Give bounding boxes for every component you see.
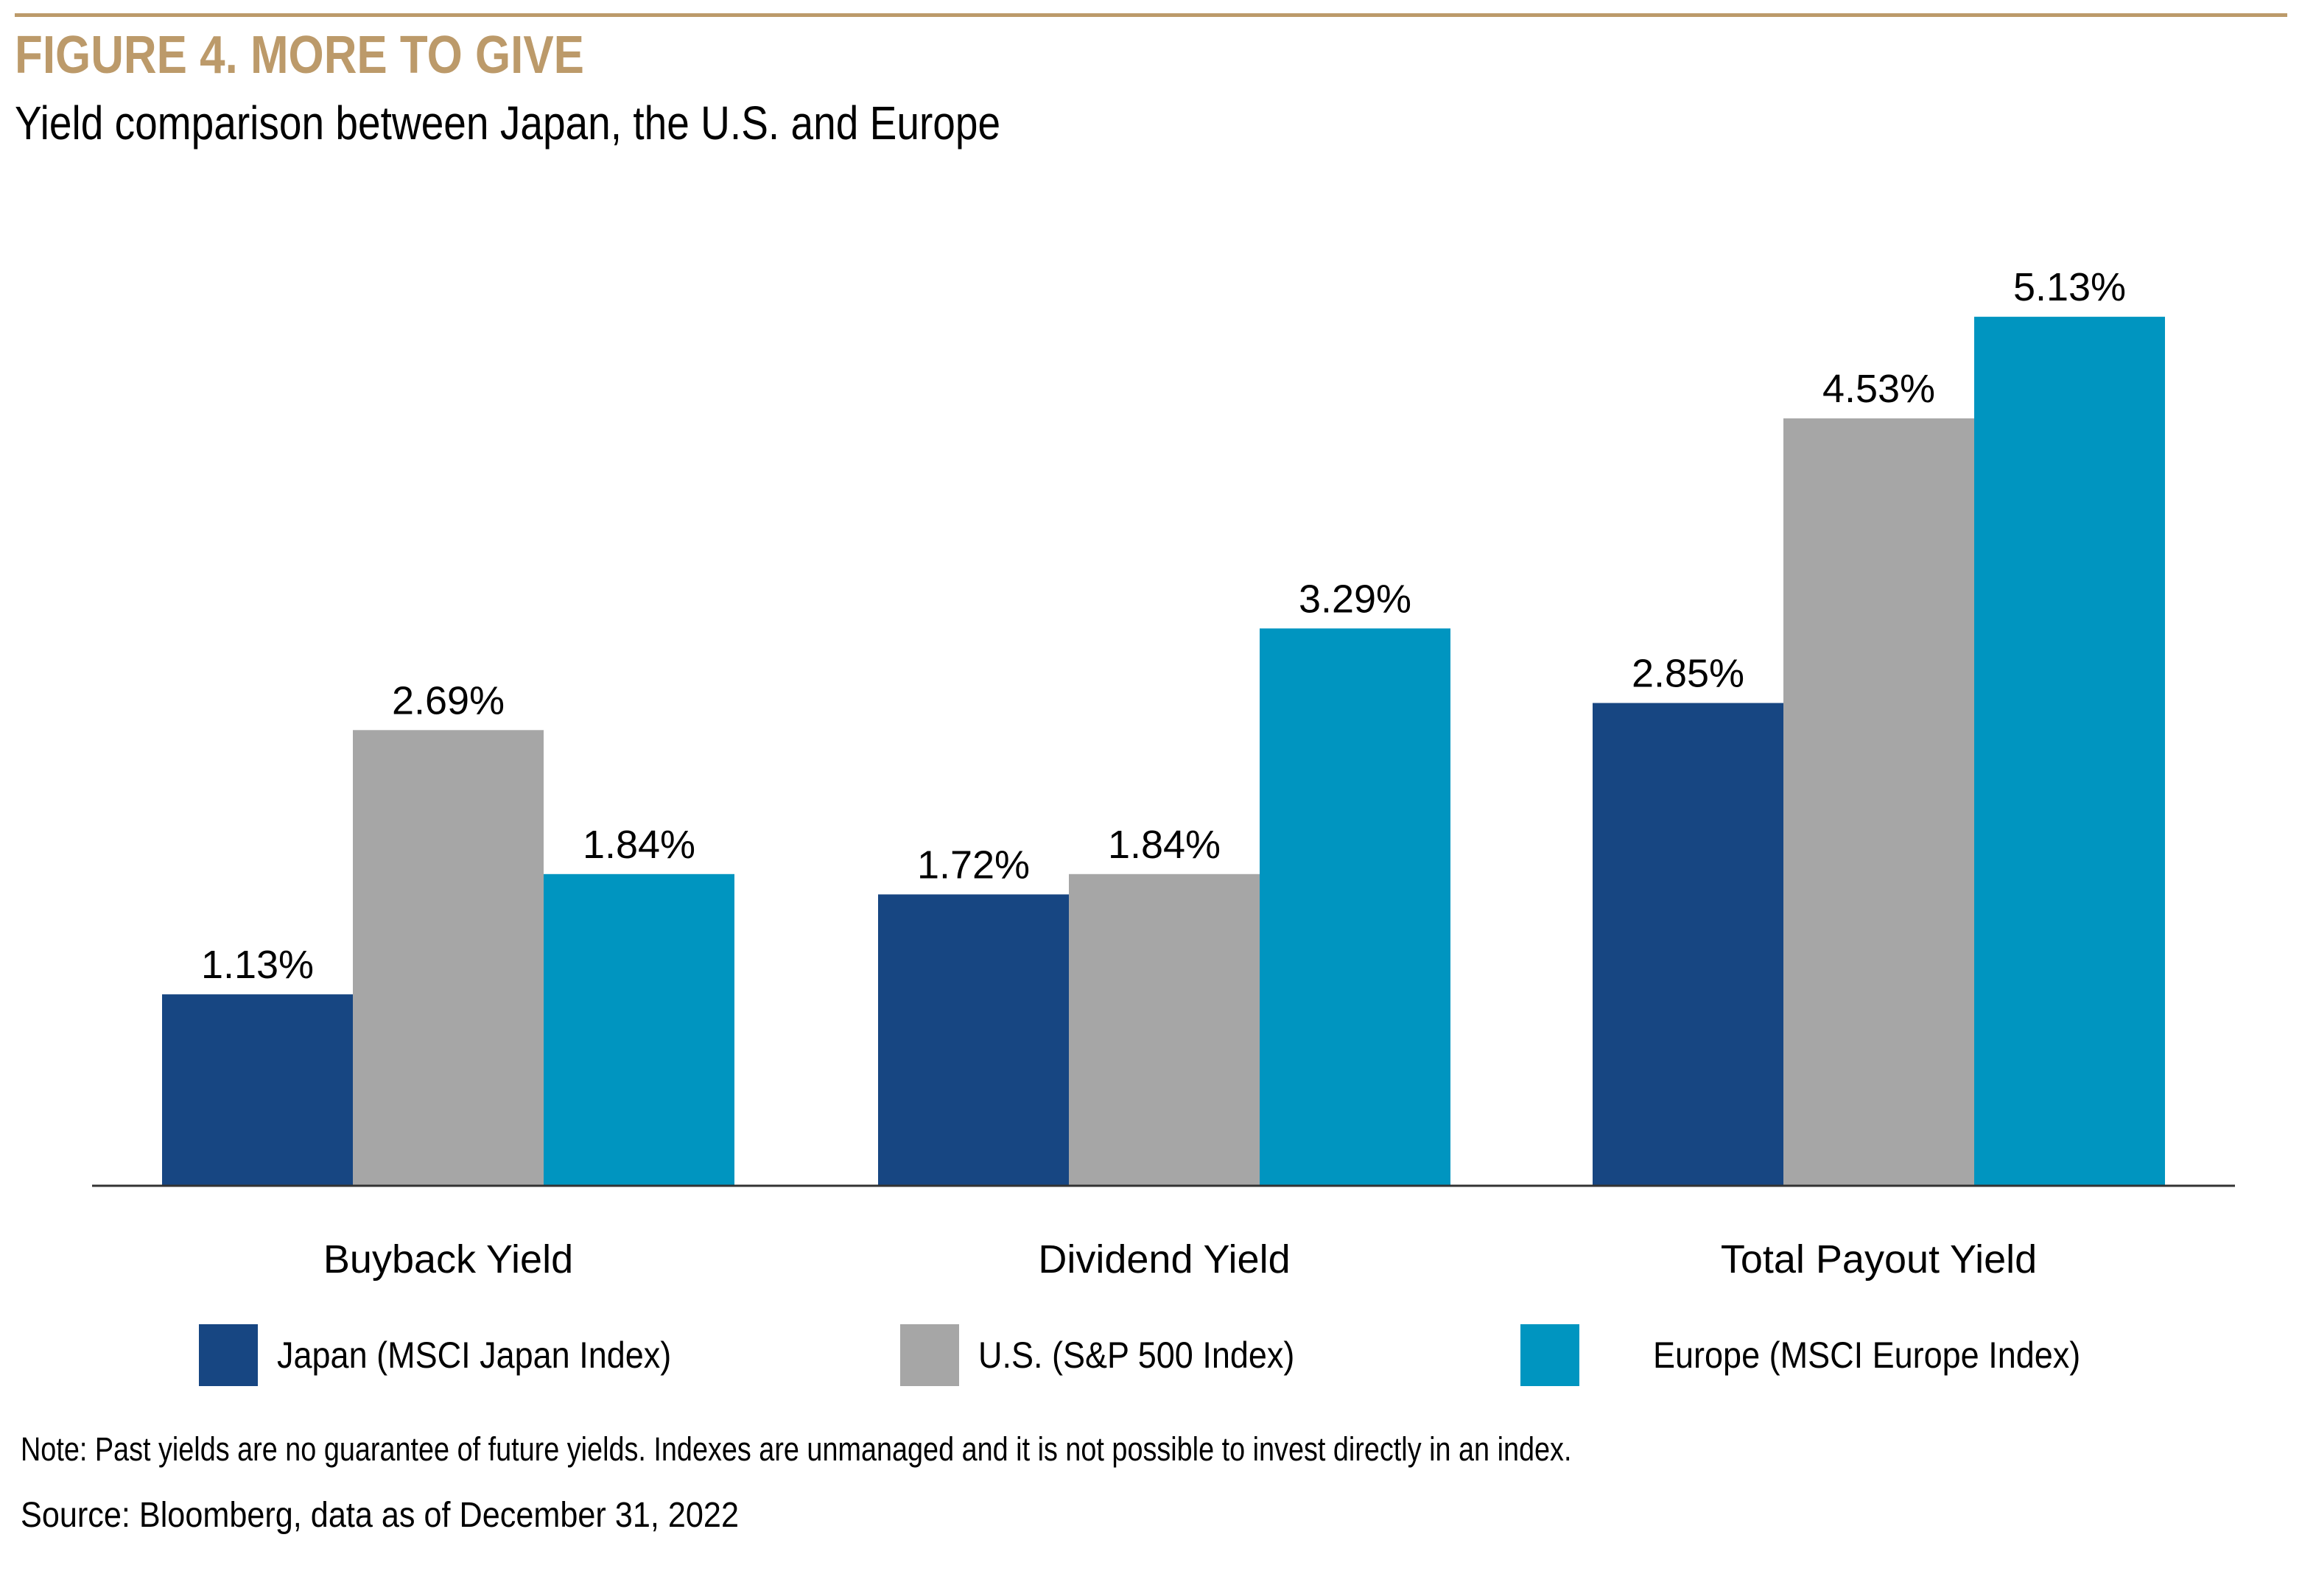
- category-labels-layer: Buyback Yield Dividend Yield Total Payout …: [323, 1237, 2037, 1282]
- bar-total-payout-yield-japan: [1593, 703, 1783, 1186]
- bar-buyback-yield-u-s: [353, 730, 544, 1186]
- figure-title: FIGURE 4. MORE TO GIVE: [15, 26, 584, 85]
- footnote: Note: Past yields are no guarantee of fu…: [21, 1430, 1572, 1468]
- value-label-dividend-yield-europe: 3.29%: [1299, 577, 1411, 621]
- bar-dividend-yield-europe: [1260, 628, 1450, 1186]
- legend-swatch-japan: [199, 1324, 258, 1386]
- value-label-total-payout-yield-u-s: 4.53%: [1822, 367, 1935, 411]
- legend: Japan (MSCI Japan Index) U.S. (S&P 500 I…: [0, 1324, 2302, 1391]
- value-labels-layer: 1.13% 2.69% 1.84% 1.72% 1.84% 3.29% 2.85% 4.53%…: [201, 265, 2126, 987]
- legend-item-europe: Europe (MSCI Europe Index): [1520, 1324, 2128, 1386]
- legend-label-us: U.S. (S&P 500 Index): [978, 1335, 1295, 1376]
- value-label-buyback-yield-europe: 1.84%: [583, 823, 695, 867]
- value-label-buyback-yield-japan: 1.13%: [201, 943, 314, 987]
- source-line: Source: Bloomberg, data as of December 3…: [21, 1496, 739, 1535]
- value-label-total-payout-yield-europe: 5.13%: [2013, 265, 2126, 309]
- bar-buyback-yield-japan: [162, 994, 353, 1186]
- bar-total-payout-yield-europe: [1974, 317, 2165, 1187]
- category-label-total-payout-yield: Total Payout Yield: [1721, 1237, 2037, 1282]
- figure-subtitle: Yield comparison between Japan, the U.S.…: [15, 96, 1001, 150]
- legend-swatch-us: [900, 1324, 959, 1386]
- legend-swatch-europe: [1520, 1324, 1579, 1386]
- value-label-buyback-yield-u-s: 2.69%: [392, 678, 505, 723]
- legend-item-us: U.S. (S&P 500 Index): [900, 1324, 1330, 1386]
- bar-dividend-yield-u-s: [1069, 873, 1260, 1186]
- bar-chart: 1.13% 2.69% 1.84% 1.72% 1.84% 3.29% 2.85% 4.53%…: [92, 265, 2235, 1282]
- legend-label-japan: Japan (MSCI Japan Index): [277, 1335, 672, 1376]
- legend-label-europe: Europe (MSCI Europe Index): [1653, 1335, 2081, 1376]
- bars-layer: [162, 317, 2165, 1187]
- top-rule-divider: [15, 13, 2287, 17]
- category-label-buyback-yield: Buyback Yield: [323, 1237, 573, 1282]
- bar-total-payout-yield-u-s: [1783, 418, 1974, 1186]
- legend-item-japan: Japan (MSCI Japan Index): [199, 1324, 715, 1386]
- bar-buyback-yield-europe: [544, 873, 734, 1186]
- value-label-total-payout-yield-japan: 2.85%: [1632, 652, 1744, 696]
- bar-dividend-yield-japan: [878, 894, 1069, 1186]
- category-label-dividend-yield: Dividend Yield: [1038, 1237, 1290, 1282]
- value-label-dividend-yield-japan: 1.72%: [917, 843, 1030, 887]
- value-label-dividend-yield-u-s: 1.84%: [1108, 823, 1221, 867]
